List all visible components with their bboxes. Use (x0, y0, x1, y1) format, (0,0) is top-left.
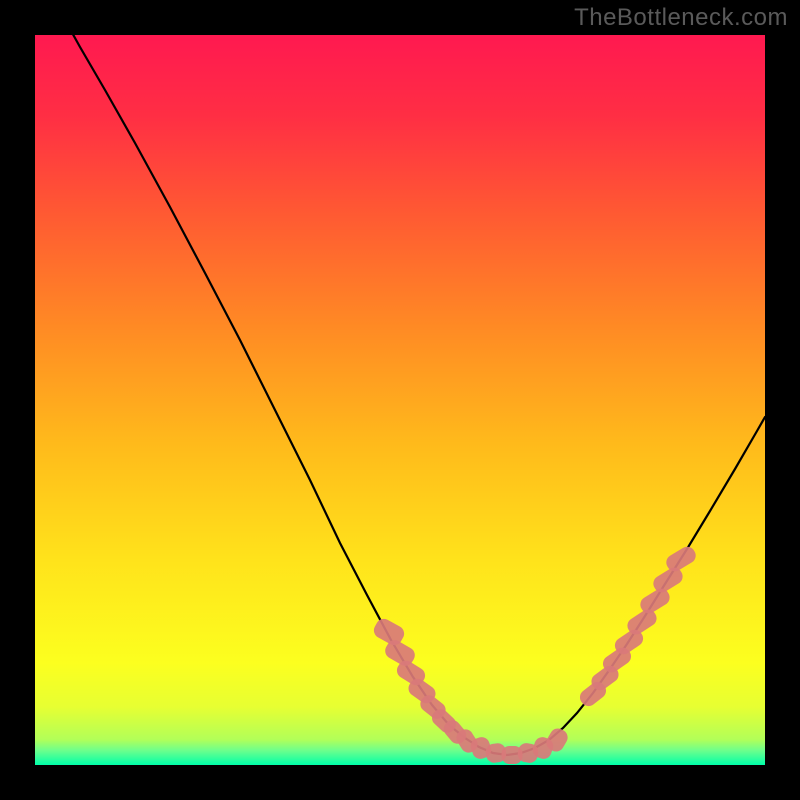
plot-area (35, 35, 765, 765)
valley-markers-front (371, 544, 699, 764)
curve-layer (35, 35, 765, 765)
watermark-text: TheBottleneck.com (574, 4, 788, 32)
valley-curve (65, 35, 765, 755)
